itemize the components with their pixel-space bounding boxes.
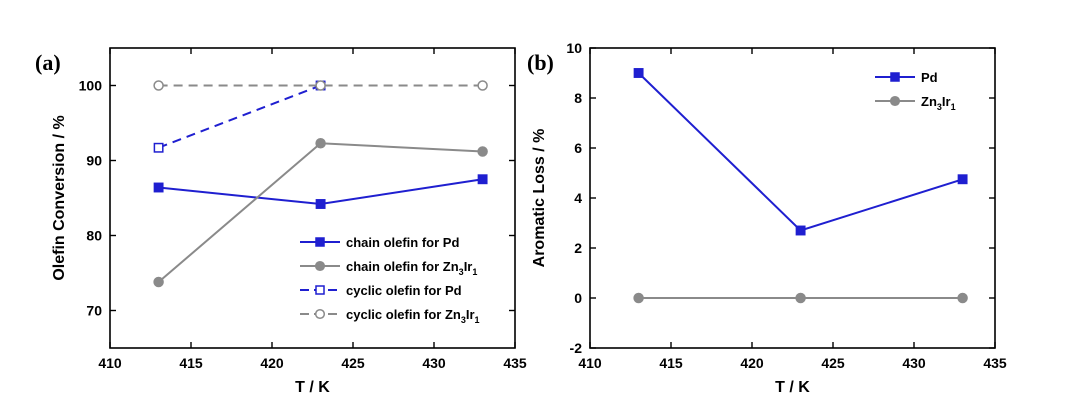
panel-b-x-tick-label: 410 [578,355,602,371]
panel-a-series-chain-olefin-for-zn3ir1 [153,138,488,288]
panel-a-data-point-chain-olefin-for-pd-413 [153,182,164,193]
panel-a-data-point-chain-olefin-for-pd-423 [315,199,326,209]
panel-a-x-axis-label: T / K [295,379,330,396]
panel-a-panel-label: (a) [35,50,61,75]
panel-a-legend-marker-chain-olefin-for-zn3ir1 [314,260,326,272]
panel-b-legend-marker-pd [890,72,900,82]
panel-b-axis-frame [589,47,996,349]
panel-a-series-cyclic-olefin-for-zn3ir1 [153,80,488,91]
panel-b-x-tick-label: 415 [659,355,683,371]
panel-b-x-tick-label: 425 [821,355,845,371]
panel-b-legend-label-zn3ir1: Zn3Ir1 [921,94,956,112]
panel-a-legend-label-chain-olefin-for-zn3ir1: chain olefin for Zn3Ir1 [346,259,477,277]
panel-b-y-tick-label: 10 [566,40,582,56]
panel-a-legend-label-cyclic-olefin-for-zn3ir1: cyclic olefin for Zn3Ir1 [346,307,480,325]
panel-b-x-tick-label: 435 [983,355,1007,371]
panel-a-data-point-cyclic-olefin-for-zn3ir1-413 [153,80,164,91]
panel-b-legend: Pd Zn3Ir1 [875,70,956,112]
panel-a-data-point-chain-olefin-for-zn3ir1-433 [477,146,488,157]
panel-b-series-zn3ir1 [633,292,968,304]
panel-b-legend-label-pd: Pd [921,70,938,85]
panel-a-series-line-cyclic-olefin-for-pd [158,84,321,149]
panel-b-x-tick-label: 430 [902,355,926,371]
panel-a-x-tick-label: 415 [179,355,203,371]
panel-a-y-tick-label: 80 [86,228,102,244]
panel-a-data-point-chain-olefin-for-zn3ir1-423 [315,138,326,149]
panel-b-x-axis-label: T / K [775,379,810,396]
panel-a-legend-marker-chain-olefin-for-pd [315,237,325,247]
panel-b-data-point-pd-433 [957,174,968,185]
panel-a-axis-frame [109,47,516,349]
panel-a-data-point-chain-olefin-for-pd-433 [477,174,488,185]
panel-b-y-tick-label: 6 [574,140,582,156]
panel-a-y-tick-label: 90 [86,153,102,169]
panel-a-olefin-conversion-chart: 410 415 420 425 430 435 70 80 90 100 T / K Olefin C… [35,47,527,396]
panel-a-data-point-cyclic-olefin-for-zn3ir1-423 [315,80,326,91]
panel-b-data-point-pd-423 [795,225,806,236]
panel-a-data-point-chain-olefin-for-zn3ir1-413 [153,276,164,288]
panel-a-x-tick-label: 435 [503,355,527,371]
panel-b-y-tick-label: 0 [574,290,582,306]
panel-b-aromatic-loss-chart: 410 415 420 425 430 435 -2 0 2 4 6 8 10 T / K Aromatic… [527,40,1007,396]
panel-a-legend-label-cyclic-olefin-for-pd: cyclic olefin for Pd [346,283,462,298]
panel-a-legend-label-chain-olefin-for-pd: chain olefin for Pd [346,235,459,250]
panel-a-legend-marker-cyclic-olefin-for-pd [315,285,325,295]
panel-b-legend-marker-zn3ir1 [889,95,901,107]
panel-a-y-tick-label: 100 [79,78,103,94]
panel-b-data-point-zn3ir1-413 [633,292,644,304]
panel-a-x-tick-label: 420 [260,355,284,371]
panel-a-x-tick-label: 410 [98,355,122,371]
panel-b-panel-label: (b) [527,50,554,75]
panel-a-y-tick-label: 70 [86,303,102,319]
panel-a-y-axis-label: Olefin Conversion / % [51,115,68,280]
panel-a-legend: chain olefin for Pd chain olefin for Zn3I… [300,235,480,325]
panel-b-x-tick-label: 420 [740,355,764,371]
panel-a-series-chain-olefin-for-pd [153,174,488,209]
panel-a-data-point-cyclic-olefin-for-pd-413 [153,142,164,153]
panel-a-x-tick-label: 425 [341,355,365,371]
panel-b-y-tick-label: 8 [574,90,582,106]
panel-b-data-point-zn3ir1-423 [795,292,806,304]
panel-a-series-cyclic-olefin-for-pd [153,80,326,153]
panel-a-legend-marker-cyclic-olefin-for-zn3ir1 [314,308,326,320]
panel-b-series-line-pd [637,72,963,232]
panel-b-y-tick-label: 4 [574,190,582,206]
panel-b-y-tick-label: 2 [574,240,582,256]
panel-a-data-point-cyclic-olefin-for-zn3ir1-433 [477,80,488,91]
panel-a-x-tick-label: 430 [422,355,446,371]
panel-b-y-tick-label: -2 [570,340,583,356]
panel-b-data-point-zn3ir1-433 [957,292,968,304]
panel-b-y-axis-label: Aromatic Loss / % [531,129,548,268]
panel-b-data-point-pd-413 [633,68,644,78]
panel-b-series-pd [633,68,968,236]
